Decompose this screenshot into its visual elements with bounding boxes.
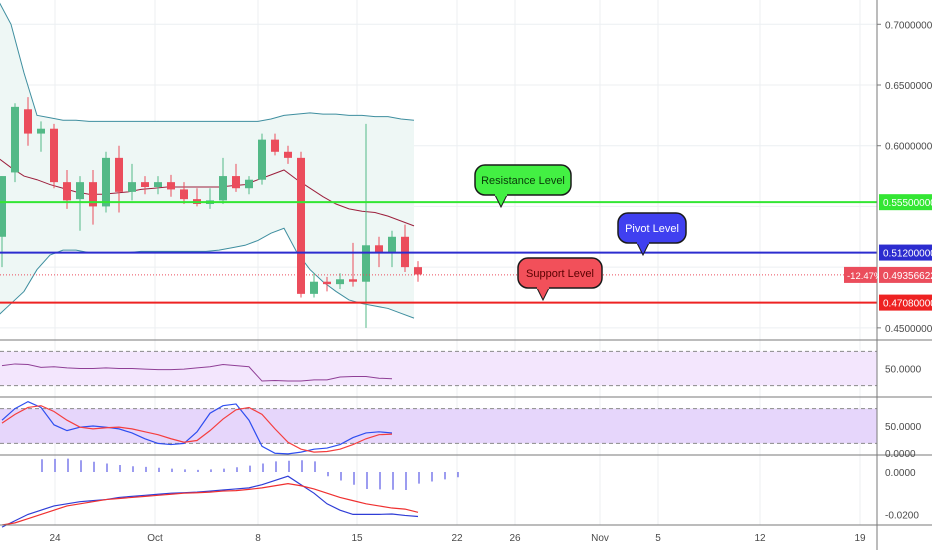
last-price-label: 0.49356622 <box>883 271 932 282</box>
level-axis-label: 0.55500000 <box>883 198 932 209</box>
x-tick-label: 8 <box>255 533 261 544</box>
macd-y-label: -0.0200 <box>885 510 919 521</box>
callout-label: Support Level <box>526 268 594 280</box>
macd-signal-line <box>1 483 419 526</box>
x-tick-label: 22 <box>451 533 463 544</box>
candle-body <box>63 182 71 201</box>
level-axis-tag <box>879 294 932 311</box>
candle-body <box>232 176 240 189</box>
x-tick-label: 15 <box>351 533 363 544</box>
stochastic-band <box>0 408 877 444</box>
candle-body <box>76 182 84 200</box>
candle-body <box>167 182 175 190</box>
x-tick-label: 19 <box>854 533 866 544</box>
candle-body <box>271 139 279 152</box>
candle-body <box>115 157 123 192</box>
candle-body <box>89 182 97 207</box>
callout-body <box>617 212 687 244</box>
oscillator-band <box>0 351 877 386</box>
callout-join <box>637 240 649 244</box>
candle-body <box>375 245 383 253</box>
callout-pivot: Pivot Level <box>617 212 687 257</box>
x-tick-label: Nov <box>591 533 609 544</box>
callout-join <box>495 192 507 196</box>
x-tick-label: 12 <box>754 533 766 544</box>
stochastic-y-label: 50.0000 <box>885 422 922 433</box>
candle-body <box>284 151 292 158</box>
bollinger-upper-line <box>0 2 415 122</box>
candle-body <box>102 157 110 207</box>
stochastic-y-label: 0.0000 <box>885 449 916 460</box>
bollinger-lower-line <box>0 227 415 319</box>
candle-body <box>414 267 422 275</box>
candle-body <box>336 279 344 285</box>
candle-body <box>0 176 6 237</box>
candle-body <box>310 281 318 294</box>
level-axis-tag <box>879 244 932 261</box>
x-tick-label: 24 <box>49 533 61 544</box>
candle-body <box>180 189 188 200</box>
x-tick-label: 26 <box>509 533 521 544</box>
candle-body <box>50 128 58 183</box>
x-tick-label: Oct <box>147 533 163 544</box>
level-axis-tag <box>879 194 932 211</box>
candle-body <box>388 236 396 253</box>
callout-body <box>517 257 603 289</box>
candle-body <box>245 179 253 189</box>
macd-y-label: 0.0000 <box>885 468 916 479</box>
candle-body <box>141 182 149 187</box>
last-price-tag <box>879 266 932 283</box>
candle-body <box>128 182 136 192</box>
level-axis-label: 0.51200000 <box>883 249 932 260</box>
candle-body <box>37 128 45 134</box>
oscillator-line <box>1 363 393 382</box>
stochastic-d-line <box>1 405 393 453</box>
candle-body <box>323 281 331 285</box>
candle-body <box>258 139 266 180</box>
price-change-tag <box>844 266 877 283</box>
candle-body <box>297 157 305 294</box>
level-axis-label: 0.47080000 <box>883 299 932 310</box>
candle-body <box>219 176 227 201</box>
x-tick-label: 5 <box>655 533 661 544</box>
candle-body <box>154 182 162 187</box>
callout-join <box>537 285 549 289</box>
callout-body <box>474 164 572 196</box>
candle-body <box>362 245 370 282</box>
oscillator-y-label: 50.0000 <box>885 365 922 376</box>
macd-line <box>1 475 419 528</box>
callout-label: Resistance Level <box>481 175 565 187</box>
stochastic-k-line <box>1 400 393 455</box>
callout-resistance: Resistance Level <box>474 164 572 209</box>
callout-label: Pivot Level <box>625 223 679 235</box>
candle-body <box>11 106 19 173</box>
callout-support: Support Level <box>517 257 603 302</box>
candle-body <box>349 279 357 282</box>
price-change-label: -12.47% <box>847 271 883 282</box>
candle-body <box>24 109 32 134</box>
bollinger-band-fill <box>0 3 414 319</box>
